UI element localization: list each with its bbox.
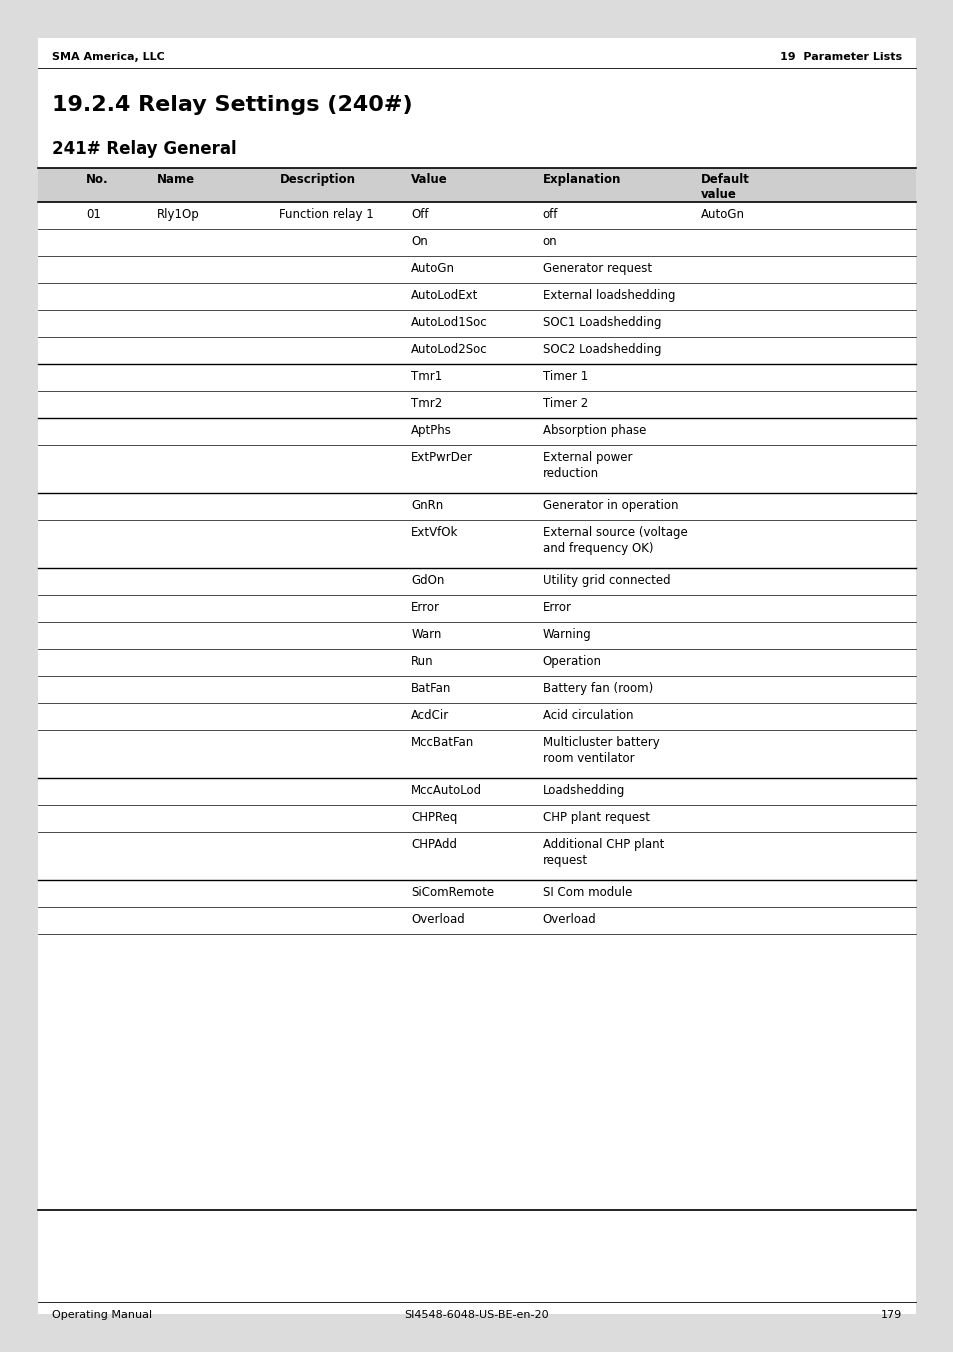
Text: MccBatFan: MccBatFan: [411, 735, 474, 749]
Text: External power
reduction: External power reduction: [542, 452, 632, 480]
Text: Overload: Overload: [411, 913, 464, 926]
Text: Name: Name: [156, 173, 194, 187]
Text: ExtPwrDer: ExtPwrDer: [411, 452, 473, 464]
Text: BatFan: BatFan: [411, 681, 451, 695]
Text: MccAutoLod: MccAutoLod: [411, 784, 482, 796]
Text: Acid circulation: Acid circulation: [542, 708, 633, 722]
Text: AutoGn: AutoGn: [411, 262, 455, 274]
Text: Error: Error: [411, 602, 439, 614]
Text: Absorption phase: Absorption phase: [542, 425, 645, 437]
Text: On: On: [411, 235, 428, 247]
Text: SMA America, LLC: SMA America, LLC: [52, 51, 165, 62]
Text: 19  Parameter Lists: 19 Parameter Lists: [779, 51, 901, 62]
Text: Operating Manual: Operating Manual: [52, 1310, 152, 1320]
Text: Multicluster battery
room ventilator: Multicluster battery room ventilator: [542, 735, 659, 765]
Text: on: on: [542, 235, 557, 247]
Text: Additional CHP plant
request: Additional CHP plant request: [542, 838, 663, 867]
Text: GnRn: GnRn: [411, 499, 443, 512]
Text: AutoGn: AutoGn: [700, 208, 744, 220]
Text: Timer 1: Timer 1: [542, 370, 587, 383]
Text: off: off: [542, 208, 558, 220]
Text: Loadshedding: Loadshedding: [542, 784, 624, 796]
Text: Tmr1: Tmr1: [411, 370, 442, 383]
Text: Error: Error: [542, 602, 571, 614]
Text: Value: Value: [411, 173, 447, 187]
Text: 01: 01: [86, 208, 101, 220]
Text: External source (voltage
and frequency OK): External source (voltage and frequency O…: [542, 526, 687, 556]
Text: CHPReq: CHPReq: [411, 811, 457, 823]
Text: SI Com module: SI Com module: [542, 886, 632, 899]
Text: Utility grid connected: Utility grid connected: [542, 575, 670, 587]
Text: AutoLodExt: AutoLodExt: [411, 289, 478, 301]
Text: AcdCir: AcdCir: [411, 708, 449, 722]
Text: CHP plant request: CHP plant request: [542, 811, 649, 823]
Bar: [38, 168, 915, 201]
Text: AutoLod1Soc: AutoLod1Soc: [411, 316, 487, 329]
Text: ExtVfOk: ExtVfOk: [411, 526, 458, 539]
Text: No.: No.: [86, 173, 109, 187]
Text: GdOn: GdOn: [411, 575, 444, 587]
Text: Default
value: Default value: [700, 173, 749, 201]
Text: External loadshedding: External loadshedding: [542, 289, 675, 301]
Text: Generator request: Generator request: [542, 262, 651, 274]
Text: SOC2 Loadshedding: SOC2 Loadshedding: [542, 343, 660, 356]
Text: SOC1 Loadshedding: SOC1 Loadshedding: [542, 316, 660, 329]
Text: AptPhs: AptPhs: [411, 425, 452, 437]
Text: AutoLod2Soc: AutoLod2Soc: [411, 343, 487, 356]
Text: Generator in operation: Generator in operation: [542, 499, 678, 512]
Text: Battery fan (room): Battery fan (room): [542, 681, 653, 695]
Text: 179: 179: [880, 1310, 901, 1320]
Text: Warning: Warning: [542, 627, 591, 641]
Text: SiComRemote: SiComRemote: [411, 886, 494, 899]
Text: Description: Description: [279, 173, 355, 187]
Text: Overload: Overload: [542, 913, 596, 926]
Text: Tmr2: Tmr2: [411, 397, 442, 410]
Text: SI4548-6048-US-BE-en-20: SI4548-6048-US-BE-en-20: [404, 1310, 549, 1320]
Text: Function relay 1: Function relay 1: [279, 208, 374, 220]
Text: Explanation: Explanation: [542, 173, 620, 187]
Text: Operation: Operation: [542, 654, 601, 668]
Text: 241# Relay General: 241# Relay General: [52, 141, 236, 158]
Text: 19.2.4 Relay Settings (240#): 19.2.4 Relay Settings (240#): [52, 95, 413, 115]
Text: Run: Run: [411, 654, 434, 668]
Text: Warn: Warn: [411, 627, 441, 641]
Text: CHPAdd: CHPAdd: [411, 838, 456, 850]
Text: Rly1Op: Rly1Op: [156, 208, 199, 220]
Text: Off: Off: [411, 208, 428, 220]
Text: Timer 2: Timer 2: [542, 397, 587, 410]
